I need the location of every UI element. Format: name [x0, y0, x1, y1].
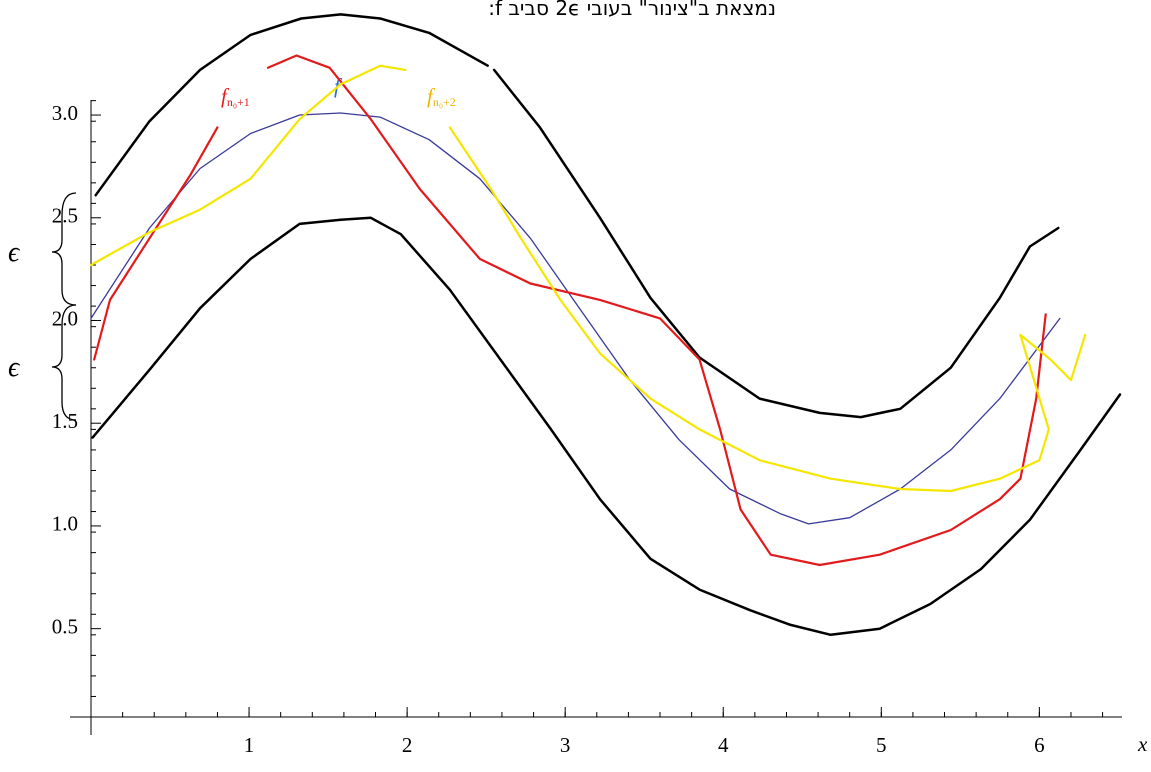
series-line — [90, 112, 1061, 525]
x-tick-label: 3 — [560, 733, 571, 757]
annotation: ϵ — [8, 237, 21, 268]
x-axis-label: x — [1137, 732, 1148, 756]
series-line — [89, 64, 1087, 493]
y-tick-label: 0.5 — [52, 614, 78, 638]
series-line — [94, 13, 1060, 419]
brace — [51, 192, 77, 306]
annotation-subscript: n₀+1 — [227, 95, 250, 109]
y-tick-label: 1.0 — [52, 512, 78, 536]
annotation-text: f — [221, 84, 230, 108]
annotation-text: ϵ — [8, 352, 21, 383]
annotation-text: ϵ — [8, 237, 21, 268]
series-line — [91, 216, 1122, 637]
annotation: fn₀+1 — [221, 84, 250, 109]
x-tick-label: 1 — [244, 733, 255, 757]
chart-title: נמצאת ב"צינור" בעובי 2ϵ סביב f: — [488, 0, 776, 20]
x-tick-label: 5 — [876, 733, 887, 757]
y-tick-label: 1.5 — [52, 409, 78, 433]
x-tick-label: 2 — [402, 733, 413, 757]
annotation: fn₀+2 — [427, 84, 456, 109]
series-line — [93, 54, 1047, 567]
y-tick-label: 3.0 — [52, 101, 78, 125]
x-tick-label: 6 — [1034, 733, 1045, 757]
annotation: ϵ — [8, 352, 21, 383]
x-tick-label: 4 — [718, 733, 729, 757]
y-tick-label: 2.0 — [52, 306, 78, 330]
y-tick-label: 2.5 — [52, 204, 78, 228]
annotation-text: f — [427, 84, 436, 108]
brace — [51, 304, 77, 421]
annotation-subscript: n₀+2 — [433, 95, 456, 109]
